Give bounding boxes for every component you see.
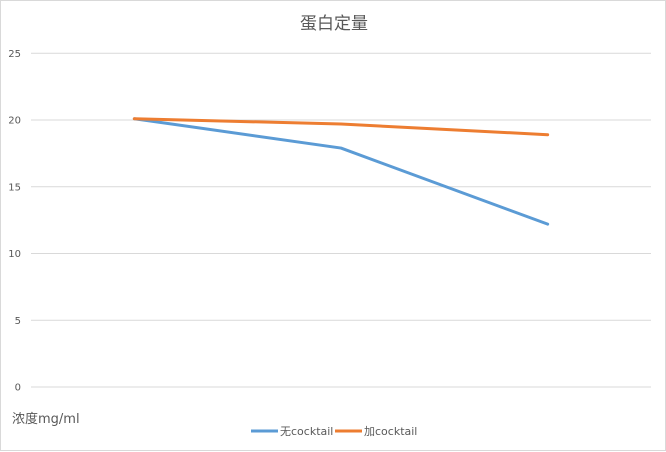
- y-axis-title: 浓度mg/ml: [12, 411, 80, 427]
- chart-title: 蛋白定量: [300, 14, 368, 34]
- y-tick-label: 15: [8, 182, 21, 193]
- y-tick-label: 25: [8, 49, 21, 60]
- y-tick-label: 10: [8, 249, 21, 260]
- legend-label: 加cocktail: [364, 425, 417, 438]
- y-tick-label: 0: [15, 383, 21, 394]
- series-line-1: [134, 119, 547, 224]
- y-tick-label: 20: [8, 116, 21, 127]
- legend-label: 无cocktail: [280, 425, 333, 438]
- y-tick-label: 5: [15, 316, 21, 327]
